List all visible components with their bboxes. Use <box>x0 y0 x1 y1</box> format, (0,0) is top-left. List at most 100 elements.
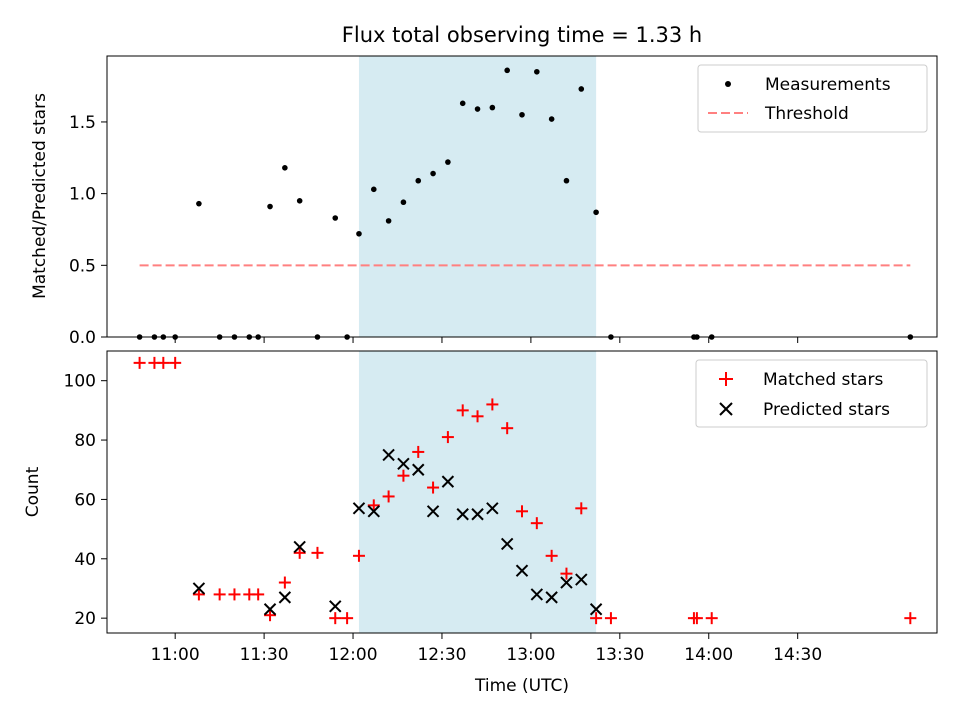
predicted-star-point <box>441 475 455 488</box>
bottom-xtick-label: 13:30 <box>595 645 644 665</box>
bottom-xtick-label: 12:00 <box>329 645 378 665</box>
bottom-ytick-label: 80 <box>74 431 96 451</box>
predicted-star-point <box>352 502 366 515</box>
predicted-star-point-b <box>545 591 558 604</box>
matched-star-point <box>352 549 365 562</box>
measurement-point <box>430 170 436 177</box>
bottom-ytick-label: 20 <box>74 609 96 629</box>
matched-star-point <box>604 612 617 625</box>
predicted-star-point-b <box>589 603 603 616</box>
matched-star-point <box>157 356 170 369</box>
bottom-y-axis: 20 40 60 80 100 <box>64 372 107 629</box>
matched-star-point <box>397 469 410 482</box>
predicted-star-point <box>192 582 206 595</box>
predicted-star-point-b <box>426 505 440 518</box>
matched-star-point <box>590 612 603 625</box>
bottom-ytick-label: 100 <box>64 372 96 392</box>
predicted-star-point <box>329 600 342 613</box>
predicted-star-point-b <box>397 457 410 471</box>
measurement-point <box>593 209 599 216</box>
predicted-star-point <box>382 448 395 462</box>
predicted-star-point <box>397 457 410 471</box>
predicted-star-point-b <box>471 508 484 521</box>
top-ytick-label: 0.5 <box>69 256 96 276</box>
measurement-point <box>370 186 377 193</box>
top-y-axis: 0.0 0.5 1.0 1.5 <box>69 113 107 348</box>
predicted-star-point-b <box>352 502 366 515</box>
predicted-star-point <box>500 537 514 551</box>
bottom-xtick-label: 14:30 <box>773 645 822 665</box>
matched-star-point <box>169 356 182 369</box>
bottom-legend: Matched stars Predicted stars <box>695 359 928 428</box>
predicted-star-point <box>293 540 306 554</box>
measurement-point <box>578 86 585 92</box>
bottom-legend-box <box>695 359 928 428</box>
predicted-star-point-b <box>263 603 277 616</box>
bottom-axes-frame <box>106 350 938 634</box>
predicted-star-point-b <box>500 537 514 551</box>
legend-predicted-marker <box>719 402 733 416</box>
bottom-x-axis: 11:00 11:30 12:00 12:30 13:00 13:30 14:00 14:30 <box>151 633 822 665</box>
bottom-x-axis-label: Time (UTC) <box>474 676 569 696</box>
predicted-star-point <box>560 576 573 589</box>
top-chart-title: Flux total observing time = 1.33 h <box>342 23 702 47</box>
predicted-star-point <box>530 588 544 601</box>
predicted-star-point-b <box>575 573 588 586</box>
bottom-xtick-label: 13:00 <box>506 645 555 665</box>
legend-threshold-label: Threshold <box>764 104 849 124</box>
matched-star-point <box>904 612 917 625</box>
measurement-point <box>415 177 422 184</box>
measurement-point <box>296 198 303 204</box>
matched-star-point <box>278 576 291 589</box>
predicted-star-point <box>412 463 425 476</box>
matched-star-point <box>252 588 265 601</box>
legend-measurements-marker <box>725 81 731 87</box>
matched-star-point <box>545 549 558 562</box>
measurement-point <box>548 116 555 122</box>
measurement-point <box>519 111 525 118</box>
top-axes-frame <box>106 55 938 338</box>
matched-star-point <box>530 517 543 530</box>
matched-star-point <box>329 612 342 625</box>
predicted-star-point <box>426 505 440 518</box>
bottom-xtick-label: 11:30 <box>240 645 289 665</box>
predicted-star-point <box>471 508 484 521</box>
legend-matched-label: Matched stars <box>763 370 883 390</box>
top-ytick-label: 0.0 <box>69 328 96 348</box>
top-panel: 0.0 0.5 1.0 1.5 Flux total observing time =… <box>30 23 938 348</box>
measurement-point <box>489 104 496 111</box>
predicted-star-point <box>589 603 603 616</box>
measurement-point <box>534 68 540 75</box>
matched-star-point <box>560 567 573 580</box>
predicted-star-point-b <box>530 588 544 601</box>
predicted-star-point-b <box>486 502 499 515</box>
measurement-point <box>385 218 392 224</box>
bottom-y-axis-label: Count <box>23 466 43 517</box>
bottom-xtick-label: 12:30 <box>417 645 466 665</box>
matched-star-point <box>133 356 146 369</box>
measurement-point <box>445 159 451 165</box>
measurement-point <box>459 100 466 107</box>
predicted-star-point-b <box>293 540 306 554</box>
predicted-star-point-b <box>367 505 380 518</box>
measurement-point <box>563 177 570 184</box>
matched-star-point <box>486 398 499 411</box>
matched-star-point <box>293 546 306 559</box>
predicted-star-point <box>278 591 292 604</box>
predicted-star-point-b <box>278 591 292 604</box>
matched-star-point <box>311 546 324 559</box>
predicted-star-point-b <box>192 582 206 595</box>
bottom-shaded-interval <box>358 351 597 633</box>
top-y-axis-label: Matched/Predicted stars <box>30 93 50 299</box>
bottom-panel: 20 40 60 80 100 11:00 11:30 12:00 12:30 13:00 13:… <box>23 350 938 696</box>
predicted-star-point-b <box>329 600 342 613</box>
predicted-star-point <box>263 603 277 616</box>
predicted-star-point-b <box>456 508 469 521</box>
matched-star-point <box>192 588 205 601</box>
matched-star-point <box>264 609 277 622</box>
bottom-plot-area <box>133 356 917 625</box>
predicted-star-point-b <box>560 576 573 589</box>
measurement-point <box>474 106 481 112</box>
top-legend-box <box>697 64 928 133</box>
